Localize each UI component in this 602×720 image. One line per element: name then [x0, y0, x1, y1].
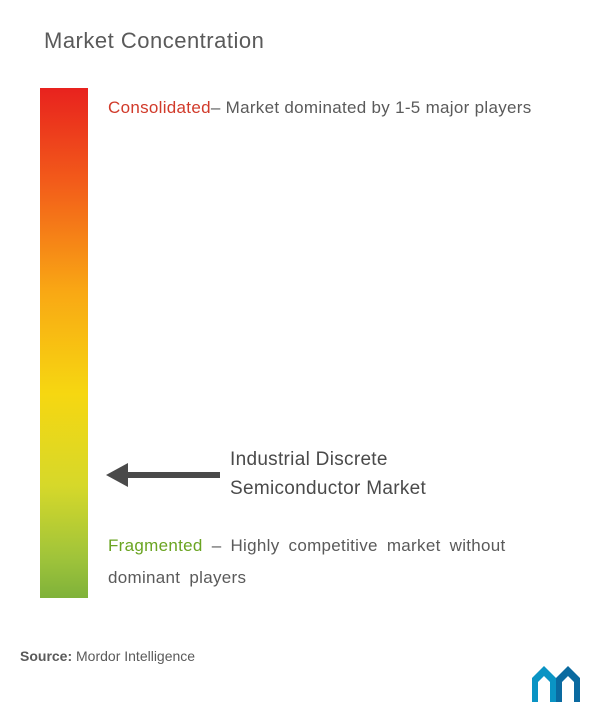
fragmented-label: Fragmented	[108, 536, 203, 555]
consolidated-description: Consolidated– Market dominated by 1-5 ma…	[108, 92, 538, 124]
consolidated-label: Consolidated	[108, 98, 211, 117]
source-label: Source:	[20, 648, 72, 664]
chart-title: Market Concentration	[44, 28, 264, 54]
source-value: Mordor Intelligence	[72, 648, 195, 664]
mordor-logo-icon	[530, 664, 584, 704]
source-attribution: Source: Mordor Intelligence	[20, 648, 195, 664]
concentration-gradient-bar	[40, 88, 88, 598]
consolidated-desc-text: – Market dominated by 1-5 major players	[211, 98, 532, 117]
fragmented-description: Fragmented – Highly competitive market w…	[108, 530, 568, 595]
pointer-arrow-icon	[106, 460, 224, 490]
market-name-label: Industrial Discrete Semiconductor Market	[230, 446, 510, 503]
